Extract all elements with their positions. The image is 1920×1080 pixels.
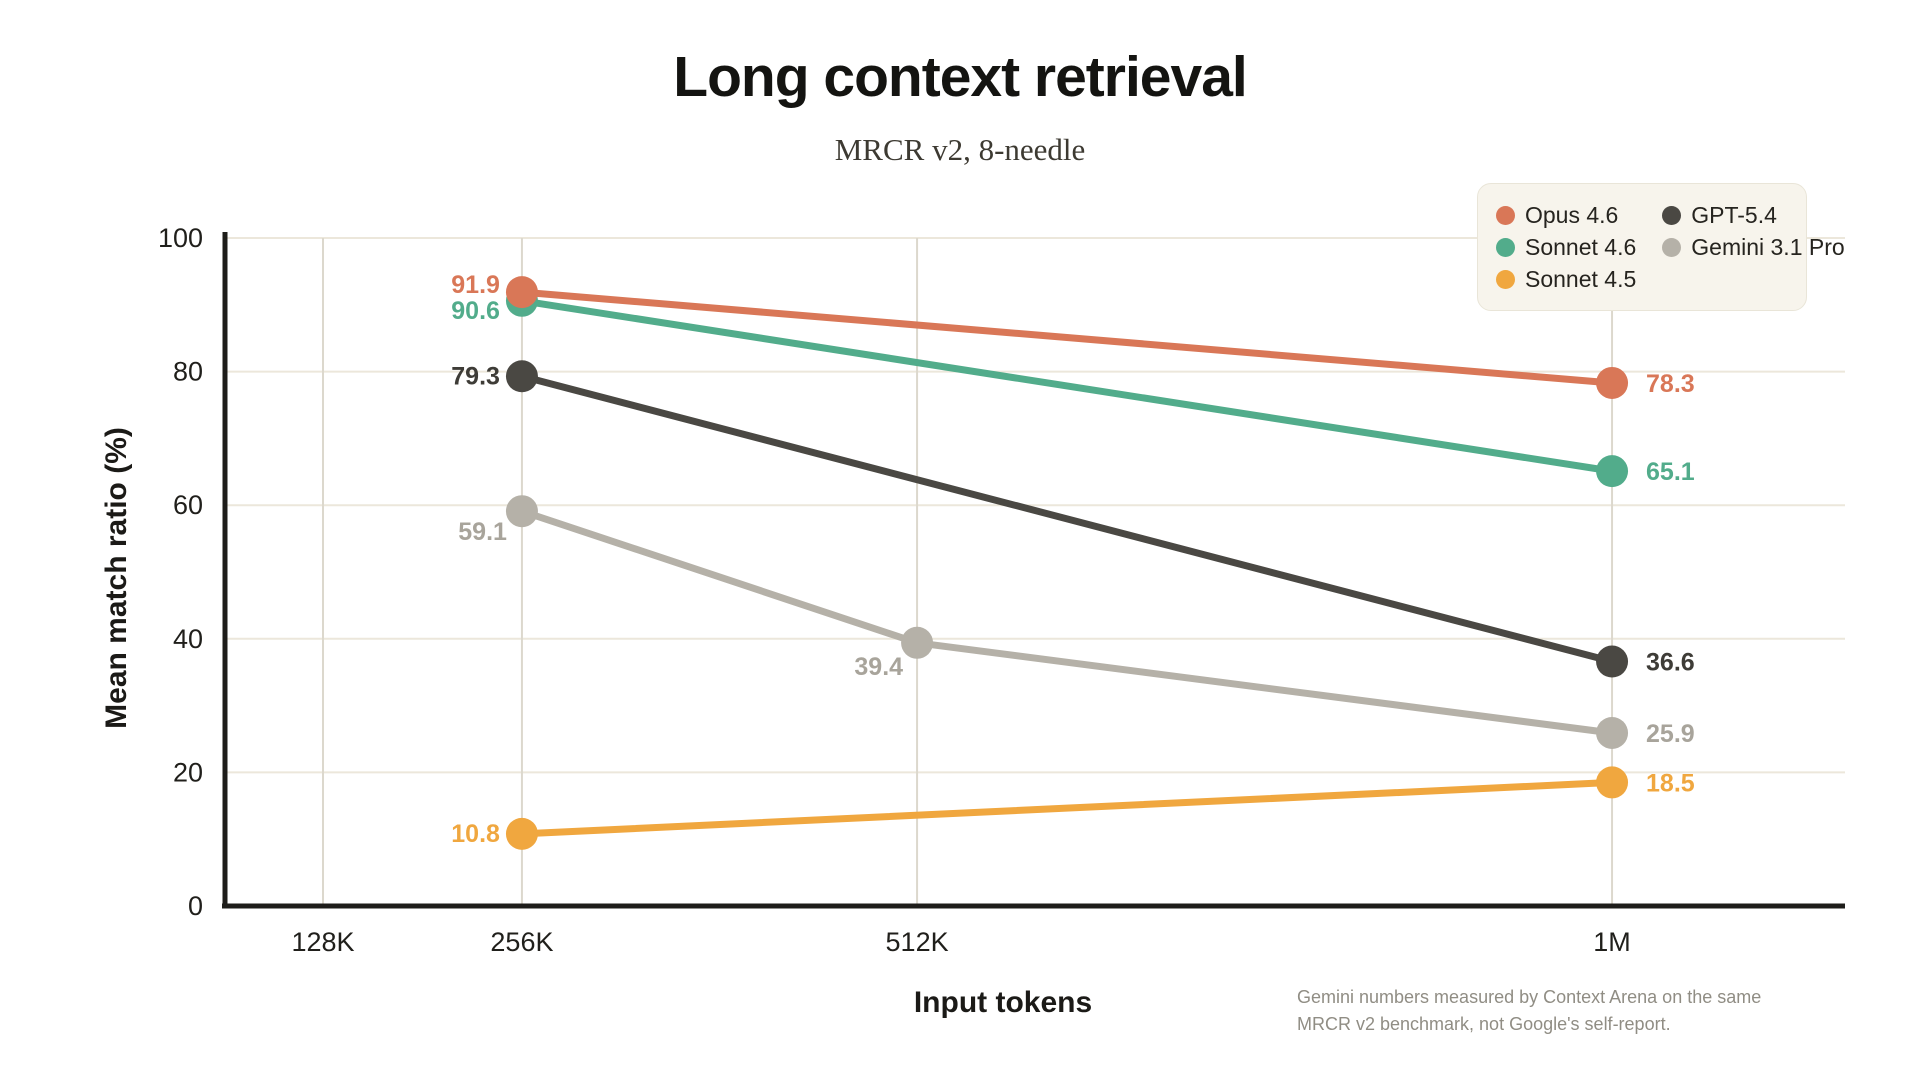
value-label-gpt-5-4: 79.3 — [451, 362, 500, 390]
value-label-gemini-3-1-pro: 39.4 — [854, 653, 903, 681]
value-label-sonnet-4-6: 65.1 — [1646, 458, 1695, 486]
x-axis-title: Input tokens — [913, 986, 1093, 1019]
legend-swatch-icon — [1662, 237, 1682, 257]
footnote: Gemini numbers measured by Context Arena… — [1297, 987, 1762, 1035]
legend-item-opus-4-6: Opus 4.6 — [1496, 199, 1636, 231]
y-tick-label: 100 — [158, 223, 203, 253]
legend-swatch-icon — [1496, 205, 1515, 225]
legend-label: Gemini 3.1 Pro — [1691, 233, 1845, 260]
data-point-gemini-3-1-pro — [901, 626, 934, 659]
value-label-sonnet-4-6: 90.6 — [451, 297, 500, 325]
x-tick-label: 256K — [490, 927, 553, 957]
x-tick-label: 1M — [1593, 927, 1631, 957]
data-point-gemini-3-1-pro — [1596, 716, 1629, 749]
chart-title: Long context retrieval — [673, 45, 1247, 109]
legend-swatch-icon — [1496, 237, 1515, 257]
x-tick-label: 512K — [886, 927, 949, 957]
value-label-opus-4-6: 78.3 — [1646, 370, 1695, 398]
data-point-opus-4-6 — [1596, 366, 1629, 399]
legend-label: GPT-5.4 — [1691, 201, 1777, 228]
data-point-gpt-5-4 — [505, 360, 538, 393]
legend-label: Sonnet 4.5 — [1525, 265, 1637, 292]
legend-label: Sonnet 4.6 — [1525, 233, 1637, 260]
legend: Opus 4.6 Sonnet 4.6 Sonnet 4.5 GPT-5.4 Gemin… — [1477, 183, 1845, 311]
legend-item-sonnet-4-5: Sonnet 4.5 — [1496, 263, 1636, 295]
legend-item-gpt-5-4: GPT-5.4 — [1662, 199, 1844, 231]
value-label-sonnet-4-5: 10.8 — [451, 820, 500, 848]
y-tick-label: 80 — [173, 357, 203, 387]
legend-swatch-icon — [1496, 269, 1515, 289]
series-line-sonnet-4-5 — [518, 778, 1616, 838]
y-tick-label: 60 — [173, 490, 203, 520]
series-line-sonnet-4-6 — [518, 297, 1616, 475]
data-point-gemini-3-1-pro — [505, 495, 538, 528]
data-point-sonnet-4-5 — [505, 817, 538, 850]
value-label-gemini-3-1-pro: 59.1 — [458, 518, 507, 546]
y-tick-label: 0 — [188, 891, 203, 921]
data-point-sonnet-4-5 — [1596, 766, 1629, 799]
x-tick-label: 128K — [291, 927, 354, 957]
legend-item-sonnet-4-6: Sonnet 4.6 — [1496, 231, 1636, 263]
series-line-opus-4-6 — [518, 288, 1616, 387]
value-label-gemini-3-1-pro: 25.9 — [1646, 720, 1695, 748]
series-line-gpt-5-4 — [518, 372, 1616, 666]
legend-swatch-icon — [1662, 205, 1682, 225]
y-tick-label: 40 — [173, 624, 203, 654]
value-label-gpt-5-4: 36.6 — [1646, 649, 1695, 677]
data-point-opus-4-6 — [505, 276, 538, 309]
data-point-gpt-5-4 — [1596, 645, 1629, 678]
legend-item-gemini-3-1-pro: Gemini 3.1 Pro — [1662, 231, 1845, 263]
data-point-sonnet-4-6 — [1596, 455, 1629, 488]
chart-subtitle: MRCR v2, 8-needle — [834, 132, 1086, 167]
y-axis-title: Mean match ratio (%) — [100, 427, 133, 729]
value-label-sonnet-4-5: 18.5 — [1646, 769, 1695, 797]
value-label-opus-4-6: 91.9 — [451, 271, 500, 299]
y-tick-label: 20 — [173, 757, 203, 787]
legend-label: Opus 4.6 — [1525, 201, 1619, 228]
